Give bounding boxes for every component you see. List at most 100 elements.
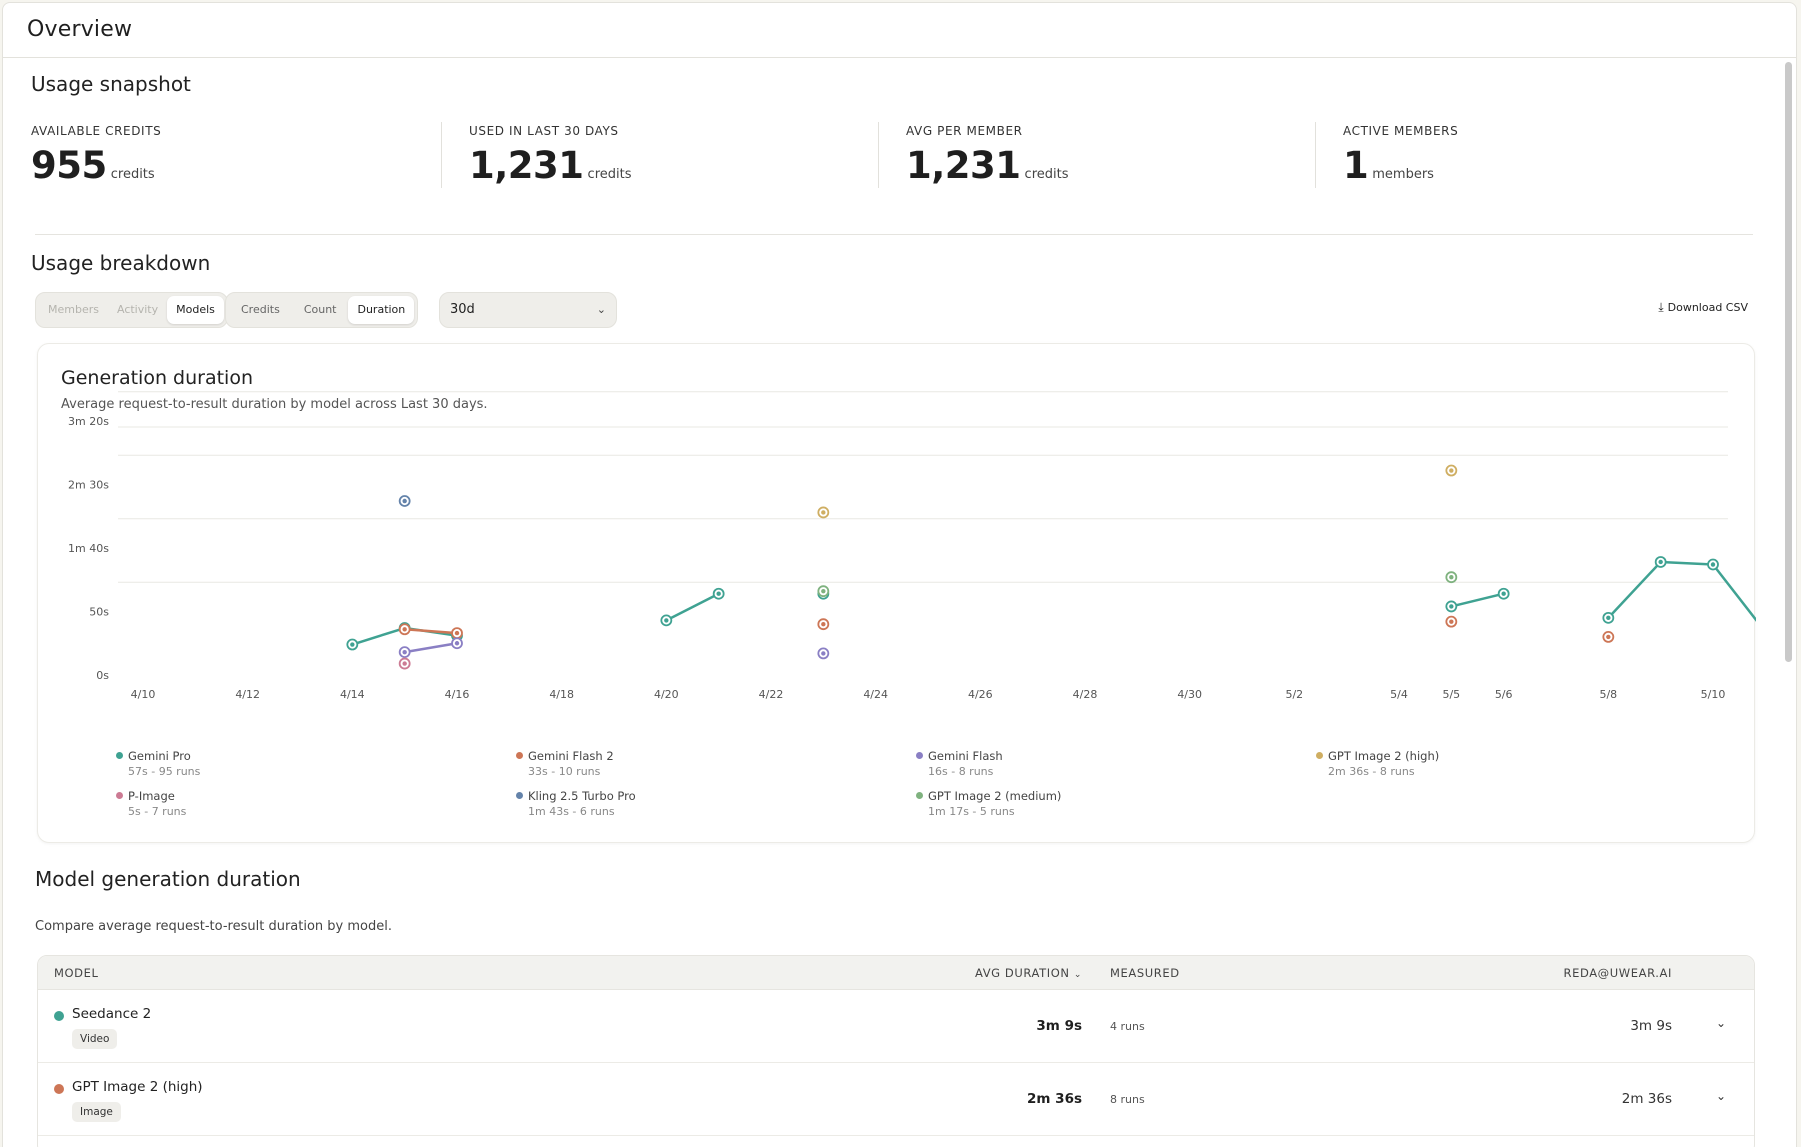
expand-chevron-icon[interactable]: ⌄ — [1715, 1016, 1726, 1030]
header-measured[interactable]: MEASURED — [1110, 966, 1180, 980]
download-icon: ⤓ — [1658, 300, 1664, 314]
legend-item[interactable]: GPT Image 2 (medium) 1m 17s - 5 runs — [916, 789, 1316, 818]
tab-models[interactable]: Models — [167, 296, 224, 324]
stat-used-last-30-days: USED IN LAST 30 DAYS 1,231 credits — [469, 124, 869, 187]
legend-item[interactable]: Gemini Flash 2 33s - 10 runs — [516, 749, 916, 778]
x-tick-label: 5/5 — [1442, 688, 1460, 701]
legend-item[interactable]: Kling 2.5 Turbo Pro 1m 43s - 6 runs — [516, 789, 916, 818]
stat-active-members: ACTIVE MEMBERS 1 members — [1343, 124, 1743, 187]
data-point-core — [1449, 468, 1454, 473]
table-row[interactable]: Seedance 2 Video 3m 9s 4 runs 3m 9s ⌄ — [38, 990, 1754, 1063]
download-csv-label: Download CSV — [1667, 301, 1748, 314]
stat-label: USED IN LAST 30 DAYS — [469, 124, 619, 138]
stat-value: 1,231 — [469, 144, 584, 187]
series-line-segment — [665, 592, 720, 622]
chart-subtitle: Average request-to-result duration by mo… — [61, 397, 488, 412]
table-row[interactable]: GPT Image 2 (high) Image 2m 36s 8 runs 2… — [38, 1063, 1754, 1136]
stat-divider — [441, 122, 442, 188]
header-user[interactable]: REDA@UWEAR.AI — [1563, 966, 1672, 980]
legend-series-name: P-Image — [116, 789, 516, 803]
x-tick-label: 4/16 — [445, 688, 470, 701]
model-color-dot — [54, 1011, 64, 1021]
stat-label: AVG PER MEMBER — [906, 124, 1023, 138]
x-tick-label: 4/24 — [863, 688, 888, 701]
tab-members[interactable]: Members — [48, 303, 99, 316]
series-line-segment — [351, 626, 406, 646]
stat-label: ACTIVE MEMBERS — [1343, 124, 1459, 138]
avg-duration: 3m 9s — [1036, 1018, 1082, 1034]
legend-dot — [116, 792, 123, 799]
series-line-segment — [403, 642, 459, 654]
series-line-segment — [403, 628, 459, 635]
tab-credits[interactable]: Credits — [241, 303, 280, 316]
y-tick-label: 50s — [89, 606, 109, 619]
data-point-core — [1710, 562, 1716, 567]
tab-count[interactable]: Count — [303, 303, 337, 316]
legend-series-name: Kling 2.5 Turbo Pro — [516, 789, 916, 803]
stat-unit: credits — [110, 167, 155, 182]
legend-series-name: GPT Image 2 (high) — [1316, 749, 1716, 763]
model-type-tag: Video — [72, 1029, 118, 1049]
avg-duration: 2m 36s — [1027, 1091, 1082, 1107]
header-avg-duration[interactable]: AVG DURATION ⌄ — [975, 966, 1082, 980]
series-line-segment — [1607, 560, 1662, 620]
model-name: Seedance 2 — [72, 1006, 152, 1022]
x-tick-label: 5/6 — [1495, 688, 1513, 701]
legend-item[interactable]: Gemini Flash 16s - 8 runs — [916, 749, 1316, 778]
download-csv-button[interactable]: ⤓ Download CSV — [1658, 300, 1748, 315]
model-type-tag: Image — [72, 1102, 121, 1122]
legend-item[interactable]: GPT Image 2 (high) 2m 36s - 8 runs — [1316, 749, 1716, 778]
data-point-core — [821, 588, 826, 594]
data-point-core — [1606, 615, 1611, 621]
data-point-core — [1658, 559, 1663, 565]
y-tick-label: 2m 30s — [68, 479, 109, 492]
header-model[interactable]: MODEL — [54, 966, 99, 980]
scrollbar-thumb[interactable] — [1785, 62, 1792, 662]
x-tick-label: 4/26 — [968, 688, 993, 701]
data-point-core — [402, 498, 407, 504]
measured-runs: 8 runs — [1110, 1093, 1145, 1106]
user-duration: 2m 36s — [1621, 1091, 1672, 1107]
data-point-core — [454, 641, 460, 646]
legend-item[interactable]: Gemini Pro 57s - 95 runs — [116, 749, 516, 778]
x-tick-label: 4/30 — [1177, 688, 1202, 701]
legend-dot — [916, 792, 923, 799]
x-tick-label: 5/2 — [1285, 688, 1303, 701]
expand-chevron-icon[interactable]: ⌄ — [1715, 1089, 1726, 1103]
data-point-core — [1501, 591, 1506, 596]
stat-value: 955 — [31, 144, 107, 187]
x-tick-label: 4/20 — [654, 688, 679, 701]
series-line-segment — [1711, 563, 1756, 622]
data-point-core — [821, 510, 826, 515]
data-point-core — [821, 622, 826, 627]
measured-runs: 4 runs — [1110, 1020, 1145, 1033]
generation-duration-card: Generation duration Average request-to-r… — [37, 343, 1756, 843]
sort-chevron-icon: ⌄ — [1073, 970, 1082, 980]
legend-item[interactable]: P-Image 5s - 7 runs — [116, 789, 516, 818]
main-content: Usage snapshot AVAILABLE CREDITS 955 cred… — [2, 58, 1797, 1147]
tab-duration[interactable]: Duration — [348, 296, 415, 324]
legend-series-summary: 33s - 10 runs — [528, 765, 601, 778]
usage-snapshot-title: Usage snapshot — [31, 72, 191, 96]
model-name: GPT Image 2 (high) — [72, 1079, 203, 1095]
metric-segmented-control: Credits Count Duration — [225, 292, 419, 328]
page-title: Overview — [27, 17, 133, 42]
legend-dot — [516, 752, 523, 759]
data-point-core — [664, 618, 669, 623]
stat-divider — [1315, 122, 1316, 188]
x-tick-label: 5/10 — [1701, 688, 1726, 701]
series-line-segment — [1659, 560, 1715, 566]
tab-activity[interactable]: Activity — [116, 303, 159, 316]
data-point-core — [1449, 604, 1454, 609]
x-tick-label: 4/14 — [340, 688, 365, 701]
series-line-segment — [1450, 592, 1505, 608]
stat-unit: credits — [1024, 167, 1069, 182]
section-divider — [35, 234, 1753, 235]
model-duration-subtitle: Compare average request-to-result durati… — [35, 919, 392, 934]
range-select[interactable]: 30d ⌄ — [439, 292, 617, 328]
x-tick-label: 4/22 — [759, 688, 784, 701]
view-segmented-control: Members Activity Models — [35, 292, 228, 328]
stat-value: 1 — [1343, 144, 1369, 187]
usage-breakdown-title: Usage breakdown — [31, 251, 211, 275]
